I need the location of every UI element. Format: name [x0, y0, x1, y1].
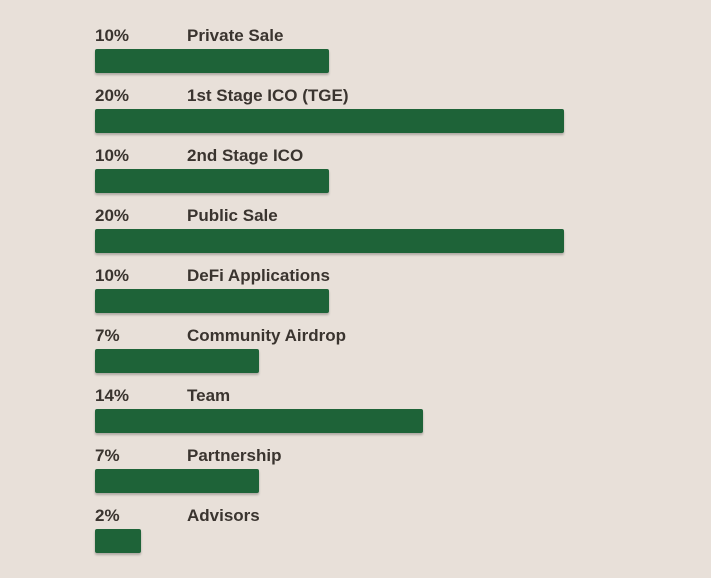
- bar-category-label: DeFi Applications: [187, 266, 330, 285]
- bar: [95, 169, 329, 193]
- bar-category-label: 1st Stage ICO (TGE): [187, 86, 349, 105]
- bar-value-label: 7%: [95, 446, 120, 465]
- bar: [95, 109, 564, 133]
- bar-value-label: 10%: [95, 266, 130, 285]
- bar-row: 14% Team: [95, 386, 655, 438]
- bar-row: 10% Private Sale: [95, 26, 655, 78]
- bar: [95, 229, 564, 253]
- bar-category-label: 2nd Stage ICO: [187, 146, 304, 165]
- bar-value-label: 2%: [95, 506, 120, 525]
- bar: [95, 469, 259, 493]
- bar-value-label: 7%: [95, 326, 120, 345]
- bar-category-label: Public Sale: [187, 206, 278, 225]
- bar-value-label: 20%: [95, 206, 130, 225]
- bar-row: 2% Advisors: [95, 506, 655, 558]
- bar-category-label: Team: [187, 386, 231, 405]
- bar: [95, 49, 329, 73]
- bar-category-label: Private Sale: [187, 26, 284, 45]
- bar-category-label: Community Airdrop: [187, 326, 346, 345]
- bar-value-label: 10%: [95, 26, 130, 45]
- bar-row: 7% Community Airdrop: [95, 326, 655, 378]
- bar-value-label: 14%: [95, 386, 130, 405]
- bar-value-label: 20%: [95, 86, 130, 105]
- bar-category-label: Partnership: [187, 446, 282, 465]
- bar: [95, 289, 329, 313]
- bar-category-label: Advisors: [187, 506, 260, 525]
- bar-row: 7% Partnership: [95, 446, 655, 498]
- bar-row: 10% DeFi Applications: [95, 266, 655, 318]
- bar-value-label: 10%: [95, 146, 130, 165]
- bar: [95, 349, 259, 373]
- bar-row: 20% Public Sale: [95, 206, 655, 258]
- bar-row: 20% 1st Stage ICO (TGE): [95, 86, 655, 138]
- bar: [95, 409, 423, 433]
- bar-row: 10% 2nd Stage ICO: [95, 146, 655, 198]
- bar: [95, 529, 141, 553]
